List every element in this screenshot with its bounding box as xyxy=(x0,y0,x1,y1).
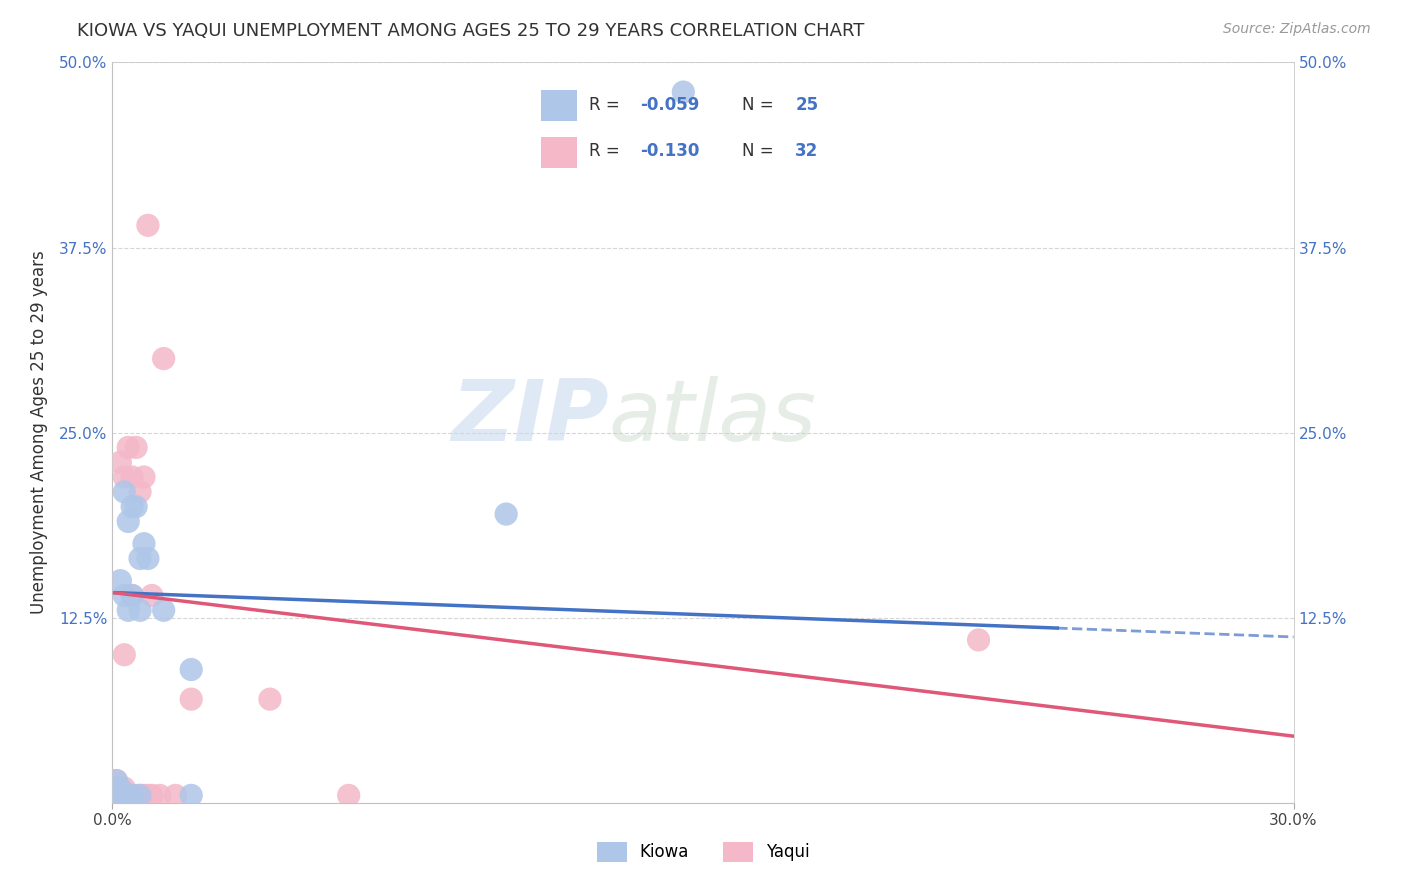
Point xyxy=(112,470,135,484)
Point xyxy=(121,589,143,603)
Point xyxy=(121,789,143,803)
Point xyxy=(105,789,128,803)
Point xyxy=(180,663,202,677)
Text: ZIP: ZIP xyxy=(451,376,609,459)
Point xyxy=(112,589,135,603)
Legend: Kiowa, Yaqui: Kiowa, Yaqui xyxy=(591,835,815,869)
Point xyxy=(110,780,132,795)
Point xyxy=(132,470,155,484)
Point xyxy=(132,536,155,550)
Point xyxy=(495,507,517,521)
Point xyxy=(132,789,155,803)
Point xyxy=(125,441,148,455)
Point xyxy=(129,551,152,566)
Point xyxy=(136,551,159,566)
Point xyxy=(110,789,132,803)
Point xyxy=(125,789,148,803)
Y-axis label: Unemployment Among Ages 25 to 29 years: Unemployment Among Ages 25 to 29 years xyxy=(30,251,48,615)
Bar xyxy=(541,137,578,168)
Text: R =: R = xyxy=(589,142,624,160)
Point xyxy=(117,603,139,617)
Point xyxy=(112,648,135,662)
Point xyxy=(967,632,990,647)
Point xyxy=(117,515,139,529)
Point xyxy=(110,455,132,469)
Point xyxy=(165,789,187,803)
Point xyxy=(121,500,143,514)
Point xyxy=(152,351,174,366)
Point xyxy=(110,780,132,795)
Text: Source: ZipAtlas.com: Source: ZipAtlas.com xyxy=(1223,22,1371,37)
Point xyxy=(112,789,135,803)
Point xyxy=(136,789,159,803)
Point xyxy=(105,789,128,803)
Point xyxy=(180,789,202,803)
Text: 32: 32 xyxy=(796,142,818,160)
Point xyxy=(112,484,135,499)
Point xyxy=(112,780,135,795)
Point xyxy=(121,470,143,484)
Point xyxy=(112,789,135,803)
Point xyxy=(141,789,163,803)
Point xyxy=(125,500,148,514)
Point xyxy=(105,773,128,788)
Text: N =: N = xyxy=(742,95,779,113)
Point xyxy=(149,789,172,803)
Point xyxy=(121,789,143,803)
Point xyxy=(105,780,128,795)
Point xyxy=(105,773,128,788)
Point xyxy=(259,692,281,706)
Point xyxy=(117,441,139,455)
Text: 25: 25 xyxy=(796,95,818,113)
Text: N =: N = xyxy=(742,142,779,160)
Point xyxy=(129,484,152,499)
Point xyxy=(152,603,174,617)
Text: KIOWA VS YAQUI UNEMPLOYMENT AMONG AGES 25 TO 29 YEARS CORRELATION CHART: KIOWA VS YAQUI UNEMPLOYMENT AMONG AGES 2… xyxy=(77,22,865,40)
Point xyxy=(105,780,128,795)
Point xyxy=(337,789,360,803)
Point xyxy=(110,789,132,803)
Point xyxy=(129,789,152,803)
Text: atlas: atlas xyxy=(609,376,817,459)
Text: -0.130: -0.130 xyxy=(640,142,699,160)
Text: -0.059: -0.059 xyxy=(640,95,699,113)
Point xyxy=(110,574,132,588)
Point xyxy=(672,85,695,99)
Point xyxy=(129,603,152,617)
Point xyxy=(136,219,159,233)
Point xyxy=(117,789,139,803)
Point xyxy=(129,789,152,803)
Bar xyxy=(541,90,578,121)
Point xyxy=(141,589,163,603)
Text: R =: R = xyxy=(589,95,624,113)
Point xyxy=(180,692,202,706)
Point xyxy=(121,589,143,603)
